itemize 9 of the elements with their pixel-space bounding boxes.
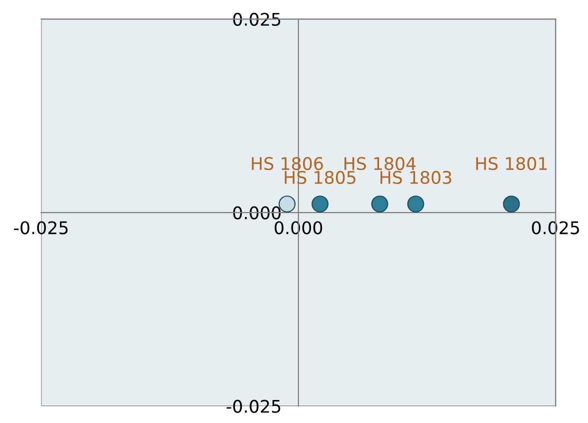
annotation: HS 1805	[284, 170, 356, 184]
annotation: HS 1801	[476, 156, 547, 170]
annotation: HS 1803	[380, 170, 452, 184]
y-tick-label: -0.025	[226, 400, 280, 413]
annotation: HS 1806	[252, 156, 323, 170]
x-tick-label: 0.025	[532, 221, 579, 234]
x-tick-label: -0.025	[14, 221, 68, 234]
x-tick-label: 0.000	[274, 221, 322, 234]
annotation: HS 1804	[344, 156, 416, 170]
